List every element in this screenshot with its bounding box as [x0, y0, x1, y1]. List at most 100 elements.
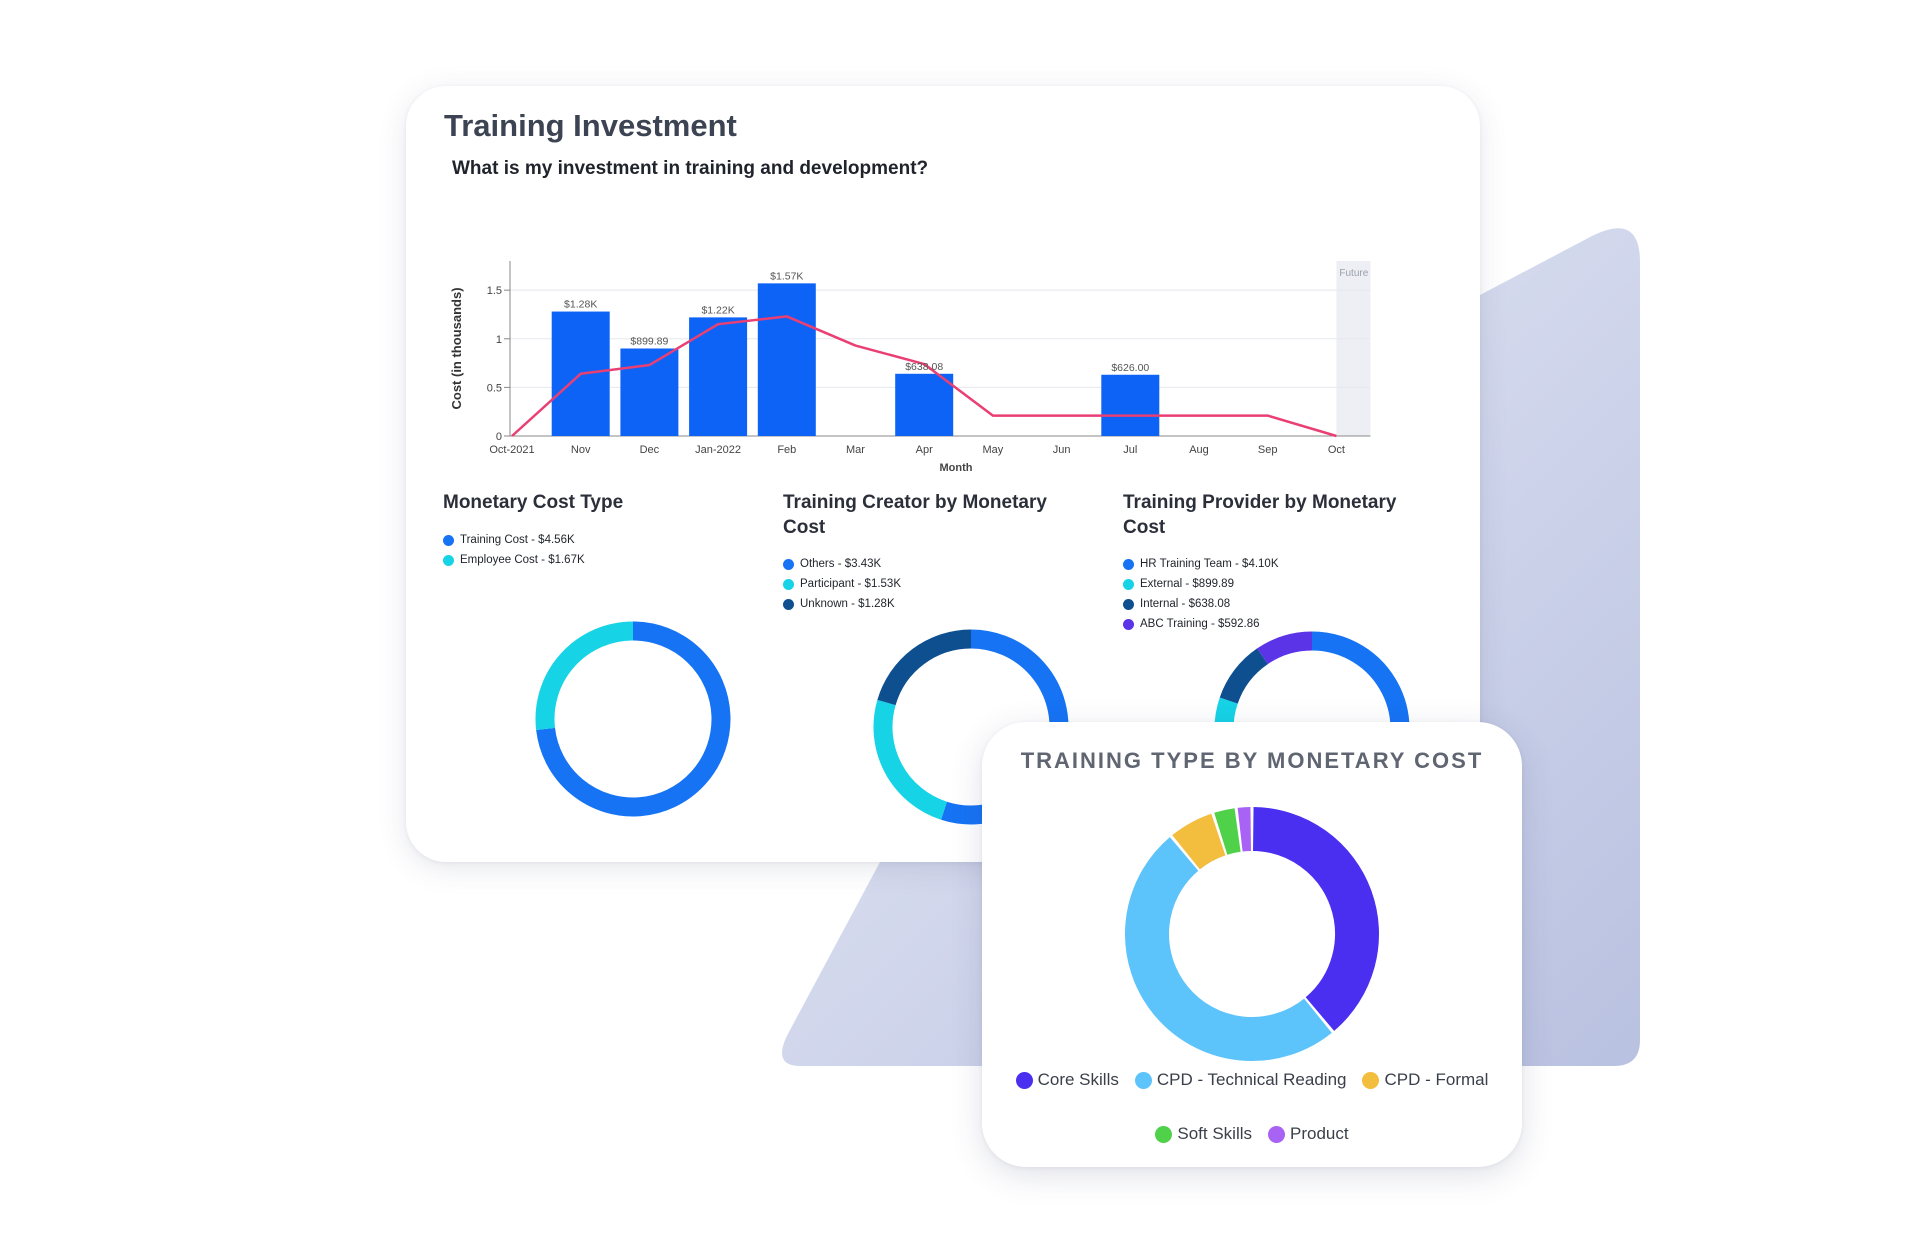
legend-dot	[1015, 1071, 1033, 1089]
y-axis-title: Cost (in thousands)	[449, 287, 464, 409]
legend-dot	[1155, 1125, 1173, 1143]
x-axis-title: Month	[940, 462, 973, 474]
legend-label: Participant - $1.53K	[800, 578, 902, 590]
slice-product	[1237, 807, 1252, 852]
legend-dot	[1123, 618, 1134, 630]
x-tick-label: Dec	[640, 444, 660, 456]
legend-item: Soft Skills	[1155, 1123, 1252, 1145]
chart-question: What is my investment in training and de…	[452, 158, 929, 179]
bar-jan-2022	[689, 317, 748, 436]
slice-cpd-technical-reading	[1125, 837, 1332, 1061]
donut-monetary-cost-type	[535, 621, 731, 817]
legend-label: Training Cost - $4.56K	[460, 534, 575, 546]
legend-item: Participant - $1.53K	[783, 574, 901, 594]
x-tick-label: Aug	[1189, 444, 1209, 456]
monthly-cost-chart: Future 0 0.5 1 1.5 $1.28K $899.89 $1.22K $1.57K $…	[449, 261, 1371, 474]
page-title: Training Investment	[444, 108, 737, 143]
popup-title: TRAINING TYPE BY MONETARY COST	[1020, 748, 1484, 773]
legend-label: CPD - Formal	[1384, 1070, 1489, 1089]
legend-item: HR Training Team - $4.10K	[1123, 554, 1279, 574]
y-tick-label: 1	[496, 334, 502, 346]
legend-dot	[1362, 1071, 1380, 1089]
legend-item: Product	[1268, 1123, 1349, 1145]
legend-training-creator: Others - $3.43K Participant - $1.53K Unkno…	[783, 554, 901, 614]
legend-item: ABC Training - $592.86	[1123, 614, 1279, 634]
x-tick-label: Jan-2022	[695, 444, 741, 456]
legend-dot	[443, 554, 454, 566]
legend-item: Core Skills	[1015, 1069, 1119, 1091]
legend-item: Internal - $638.08	[1123, 594, 1279, 614]
legend-dot	[1134, 1071, 1152, 1089]
legend-training-type: Core Skills CPD - Technical Reading CPD - …	[1002, 1069, 1502, 1145]
x-tick-label: Sep	[1258, 444, 1278, 456]
legend-item: Unknown - $1.28K	[783, 594, 901, 614]
legend-item: CPD - Technical Reading	[1134, 1069, 1347, 1091]
legend-label: External - $899.89	[1140, 578, 1234, 590]
bar-jul	[1101, 374, 1160, 436]
legend-training-provider: HR Training Team - $4.10K External - $899…	[1123, 554, 1279, 634]
legend-label: CPD - Technical Reading	[1156, 1070, 1347, 1089]
slice-employee-cost	[535, 621, 634, 731]
x-tick-label: Feb	[777, 444, 796, 456]
bar-value-label: $626.00	[1111, 362, 1149, 374]
legend-label: Product	[1290, 1124, 1349, 1143]
slice-cpd-formal	[1172, 813, 1227, 870]
legend-label: HR Training Team - $4.10K	[1140, 558, 1279, 570]
slice-soft-skills	[1214, 808, 1242, 855]
legend-dot	[1268, 1125, 1286, 1143]
legend-item: Employee Cost - $1.67K	[443, 550, 585, 570]
legend-dot	[783, 578, 794, 590]
legend-label: Soft Skills	[1177, 1124, 1253, 1143]
y-tick-label: 0	[496, 431, 502, 443]
bar-value-label: $1.28K	[564, 299, 597, 311]
x-tick-label: Nov	[571, 444, 591, 456]
panel-title-training-creator: Training Creator by Monetary Cost	[783, 492, 1047, 538]
future-band	[1336, 261, 1371, 436]
legend-label: Internal - $638.08	[1140, 598, 1231, 610]
legend-item: Training Cost - $4.56K	[443, 530, 585, 550]
bar-value-label: $899.89	[630, 336, 668, 348]
bar-value-label: $1.22K	[701, 304, 734, 316]
y-tick-label: 0.5	[487, 382, 502, 394]
legend-monetary-cost-type: Training Cost - $4.56K Employee Cost - $1…	[443, 530, 585, 570]
legend-item: CPD - Formal	[1362, 1069, 1488, 1091]
legend-dot	[1123, 578, 1134, 590]
legend-label: Core Skills	[1037, 1070, 1119, 1089]
bar-apr	[895, 373, 954, 436]
legend-label: Unknown - $1.28K	[800, 598, 895, 610]
x-tick-label: Mar	[846, 444, 865, 456]
legend-label: Employee Cost - $1.67K	[460, 554, 585, 566]
legend-dot	[443, 534, 454, 546]
x-tick-label: Oct-2021	[489, 444, 534, 456]
legend-label: ABC Training - $592.86	[1140, 618, 1260, 630]
legend-dot	[1123, 598, 1134, 610]
x-tick-label: May	[983, 444, 1004, 456]
legend-label: Others - $3.43K	[800, 558, 882, 570]
panel-title-training-provider: Training Provider by Monetary Cost	[1123, 492, 1397, 538]
x-tick-label: Oct	[1328, 444, 1345, 456]
legend-item: Others - $3.43K	[783, 554, 901, 574]
legend-item: External - $899.89	[1123, 574, 1279, 594]
slice-abc-training	[1257, 631, 1313, 665]
donut-training-type	[1125, 807, 1379, 1061]
slice-internal	[1219, 648, 1269, 704]
slice-participant	[873, 699, 948, 820]
bar-dec	[620, 348, 679, 436]
legend-dot	[1123, 558, 1134, 570]
x-tick-label: Jul	[1123, 444, 1137, 456]
slice-core-skills	[1252, 807, 1379, 1031]
legend-dot	[783, 598, 794, 610]
future-label: Future	[1339, 268, 1368, 279]
panel-title-monetary-cost-type: Monetary Cost Type	[443, 492, 624, 513]
bar-value-label: $638.08	[905, 361, 943, 373]
training-type-card: TRAINING TYPE BY MONETARY COST Core Skil…	[982, 722, 1522, 1167]
bar-feb	[757, 283, 816, 436]
slice-unknown	[877, 629, 972, 706]
legend-dot	[783, 558, 794, 570]
trend-line	[511, 315, 1337, 438]
x-tick-label: Apr	[916, 444, 933, 456]
slice-training-cost	[536, 621, 731, 817]
y-tick-label: 1.5	[487, 285, 502, 297]
x-tick-label: Jun	[1053, 444, 1071, 456]
bar-value-label: $1.57K	[770, 270, 803, 282]
